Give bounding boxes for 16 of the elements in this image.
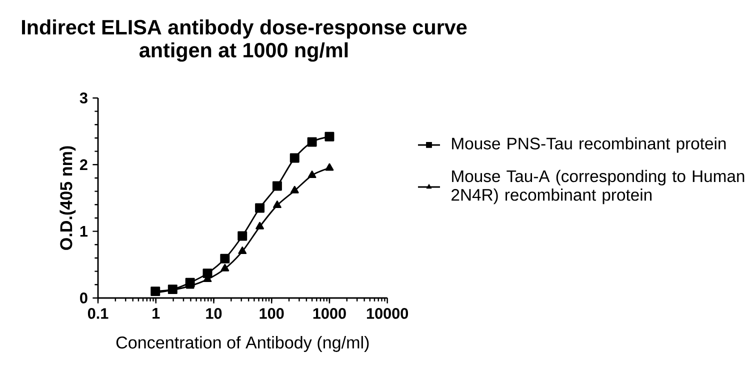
- legend-label: Mouse Tau-A (corresponding to Human 2N4R) recombinant protein: [452, 170, 744, 204]
- x-tick-label: 1000: [313, 308, 346, 319]
- x-tick-label: 10000: [366, 308, 408, 319]
- y-tick-label: 3: [80, 92, 88, 104]
- x-tick-label: 100: [260, 308, 284, 319]
- x-tick-label: 0.1: [88, 308, 108, 319]
- y-tick-label: 0: [80, 292, 88, 304]
- y-tick-label: 1: [80, 226, 88, 237]
- chart-subtitle: antigen at 1000 ng/ml: [140, 42, 348, 62]
- x-tick-label: 1: [152, 308, 160, 319]
- y-tick-label: 2: [80, 159, 88, 170]
- x-tick-label: 10: [206, 308, 222, 319]
- chart-title: Indirect ELISA antibody dose-response curve: [22, 19, 467, 39]
- x-axis-title: Concentration of Antibody (ng/ml): [116, 336, 369, 352]
- legend-label: Mouse PNS-Tau recombinant protein: [452, 137, 726, 153]
- y-axis-title: O.D.(405 nm): [60, 146, 76, 250]
